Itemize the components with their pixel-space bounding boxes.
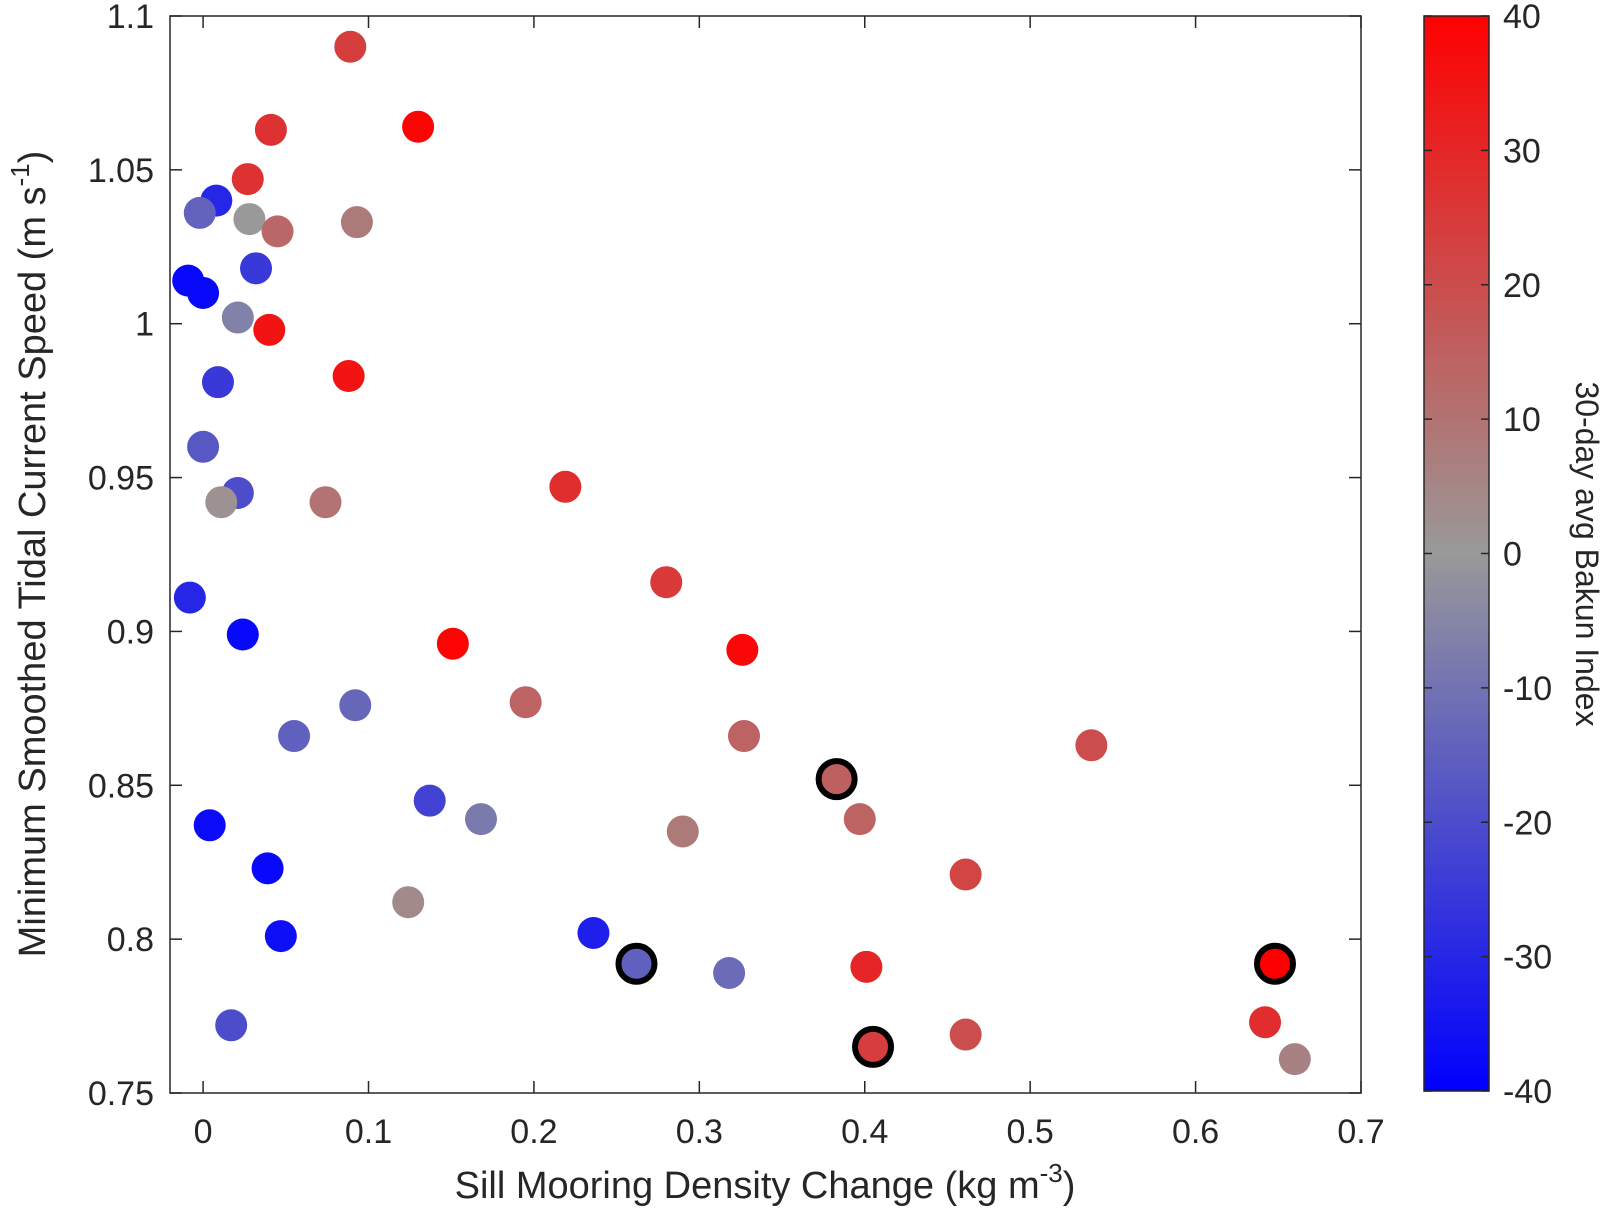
data-point [949,858,982,891]
data-point [1278,1043,1311,1076]
y-tick-label: 0.9 [107,613,154,651]
y-tick-label: 1 [135,306,154,344]
data-point [215,1009,248,1042]
data-point [509,686,542,719]
x-tick-label: 0.3 [676,1113,723,1151]
y-axis-title: Minimum Smoothed Tidal Current Speed (m … [5,151,54,958]
x-tick-label: 0.7 [1337,1113,1384,1151]
data-point [254,113,287,146]
colorbar-title: 30-day avg Bakun Index [1569,381,1605,726]
data-point [201,366,234,399]
data-point [1075,729,1108,762]
data-point [264,920,297,953]
colorbar-tick-label: -20 [1503,804,1552,842]
data-point [949,1018,982,1051]
x-tick-label: 0.6 [1172,1113,1219,1151]
data-point [1249,1006,1282,1039]
data-point [850,950,883,983]
data-point [666,815,699,848]
data-point [332,360,365,393]
data-point [233,203,266,236]
data-point [577,916,610,949]
data-point [413,784,446,817]
data-point [187,430,220,463]
data-point-highlighted [1253,942,1296,985]
data-points [172,30,1311,1076]
data-point [183,196,216,229]
y-tick-label: 1.1 [107,0,154,36]
data-point [240,252,273,285]
data-point [278,720,311,753]
colorbar-tick-label: -40 [1503,1073,1552,1111]
colorbar-tick-label: -10 [1503,670,1552,708]
colorbar-tick-label: 10 [1503,401,1541,439]
colorbar-tick-label: -30 [1503,939,1552,977]
data-point [205,486,238,519]
plot-area-frame [169,15,1362,1094]
data-point [549,470,582,503]
x-tick-label: 0.4 [841,1113,888,1151]
y-tick-label: 0.95 [88,460,154,498]
colorbar [1423,15,1490,1092]
data-point [251,852,284,885]
x-tick-label: 0 [194,1113,213,1151]
data-point [173,581,206,614]
data-point [843,803,876,836]
data-point-highlighted [852,1025,895,1068]
y-tick-label: 0.85 [88,767,154,805]
x-tick-label: 0.5 [1007,1113,1054,1151]
y-tick-label: 0.8 [107,921,154,959]
colorbar-tick-label: 20 [1503,267,1541,305]
colorbar-tick-label: 30 [1503,132,1541,170]
data-point [339,689,372,722]
x-axis-ticks: 0 0.1 0.2 0.3 0.4 0.5 0.6 0.7 [194,16,1385,1151]
x-tick-label: 0.1 [345,1113,392,1151]
data-point [436,627,469,660]
data-point [187,276,220,309]
colorbar-tick-label: 40 [1503,0,1541,36]
data-point [650,566,683,599]
data-point [464,803,497,836]
data-point [340,206,373,239]
data-point [726,633,759,666]
data-point [713,956,746,989]
data-point-highlighted [815,758,858,801]
x-axis-title: Sill Mooring Density Change (kg m-3) [455,1158,1076,1207]
data-point [231,163,264,196]
colorbar-tick-label: 0 [1503,536,1522,574]
data-point [221,301,254,334]
data-point [334,30,367,63]
y-tick-label: 1.05 [88,152,154,190]
data-point [193,809,226,842]
data-point [392,886,425,919]
data-point [226,618,259,651]
data-point [402,110,435,143]
colorbar-ticks: 40 30 20 10 0 -10 -20 -30 -40 [1424,0,1552,1111]
y-tick-label: 0.75 [88,1075,154,1113]
data-point [261,215,294,248]
data-point-highlighted [615,942,658,985]
data-point [253,313,286,346]
data-point [727,720,760,753]
x-tick-label: 0.2 [510,1113,557,1151]
y-axis-ticks: 0.75 0.8 0.85 0.9 0.95 1 1.05 1.1 [88,0,1361,1113]
data-point [309,486,342,519]
